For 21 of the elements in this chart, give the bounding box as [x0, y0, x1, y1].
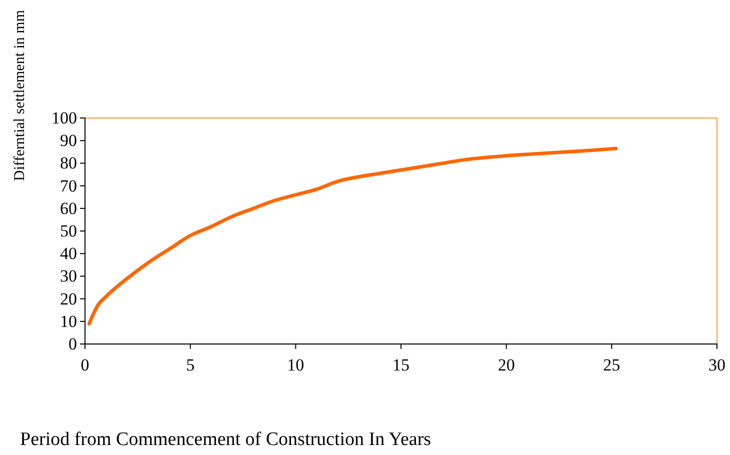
- y-tick-label: 90: [60, 131, 77, 150]
- line-series: [87, 146, 618, 326]
- y-tick-label: 50: [60, 221, 77, 240]
- y-tick-label: 10: [60, 312, 77, 331]
- y-tick-label: 70: [60, 176, 77, 196]
- x-tick-label: 5: [186, 356, 195, 375]
- y-tick-label: 60: [60, 198, 77, 218]
- y-tick-label: 80: [60, 154, 77, 173]
- y-tick-label: 100: [52, 108, 77, 128]
- x-tick-label: 10: [287, 356, 304, 375]
- x-tick-label: 15: [392, 356, 410, 375]
- y-tick-label: 30: [60, 266, 77, 286]
- y-tick-label: 0: [68, 334, 77, 354]
- x-tick-label: 20: [498, 356, 515, 375]
- y-tick-label: 20: [60, 289, 77, 308]
- x-tick-label: 30: [708, 356, 726, 375]
- y-axis-title: Differntial settlement in mm: [12, 10, 28, 181]
- x-axis-title: Period from Commencement of Construction In Years: [20, 429, 432, 450]
- x-tick-label: 25: [603, 356, 620, 375]
- x-tick-label: 0: [80, 356, 90, 375]
- y-tick-label: 40: [60, 244, 77, 264]
